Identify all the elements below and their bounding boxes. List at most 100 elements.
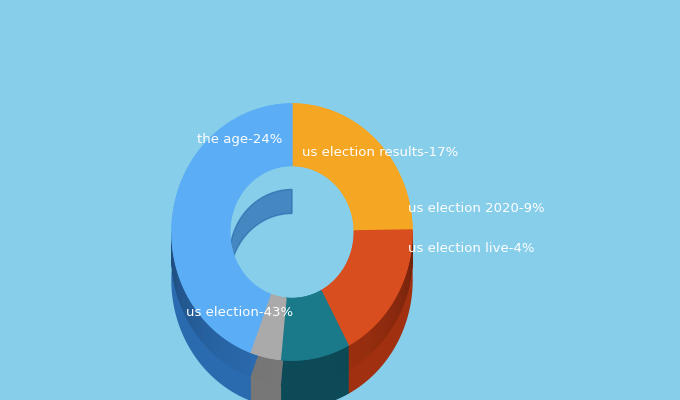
Polygon shape xyxy=(232,343,233,368)
Text: us election 2020-9%: us election 2020-9% xyxy=(408,202,545,214)
Polygon shape xyxy=(321,256,412,369)
Text: the age-24%: the age-24% xyxy=(197,134,283,146)
Polygon shape xyxy=(351,343,352,368)
Polygon shape xyxy=(300,360,301,384)
Polygon shape xyxy=(280,291,348,360)
Polygon shape xyxy=(280,359,282,384)
Polygon shape xyxy=(312,358,313,382)
Polygon shape xyxy=(383,314,384,340)
Polygon shape xyxy=(280,315,348,384)
Polygon shape xyxy=(195,308,196,333)
Polygon shape xyxy=(377,321,378,346)
Polygon shape xyxy=(226,338,227,364)
Polygon shape xyxy=(291,360,292,384)
Polygon shape xyxy=(335,351,336,376)
Polygon shape xyxy=(301,360,302,384)
Polygon shape xyxy=(172,104,292,352)
Polygon shape xyxy=(354,341,355,366)
Polygon shape xyxy=(332,352,333,377)
Polygon shape xyxy=(398,290,399,315)
Polygon shape xyxy=(360,336,362,361)
Polygon shape xyxy=(310,358,311,382)
Polygon shape xyxy=(399,288,400,314)
Polygon shape xyxy=(282,360,283,384)
Polygon shape xyxy=(181,280,182,306)
Polygon shape xyxy=(319,356,320,381)
Polygon shape xyxy=(308,359,309,383)
Polygon shape xyxy=(243,349,245,374)
Polygon shape xyxy=(286,315,321,346)
Polygon shape xyxy=(324,355,325,379)
Polygon shape xyxy=(356,339,358,364)
Polygon shape xyxy=(379,318,381,344)
Polygon shape xyxy=(364,333,366,358)
Polygon shape xyxy=(333,352,335,376)
Polygon shape xyxy=(196,309,197,334)
Polygon shape xyxy=(240,347,241,372)
Polygon shape xyxy=(329,353,330,378)
Polygon shape xyxy=(343,347,344,372)
Polygon shape xyxy=(341,348,343,372)
Polygon shape xyxy=(321,255,354,339)
Polygon shape xyxy=(390,305,391,330)
Polygon shape xyxy=(211,326,212,352)
Polygon shape xyxy=(309,358,310,383)
Polygon shape xyxy=(386,310,387,336)
Polygon shape xyxy=(280,369,348,400)
Polygon shape xyxy=(366,332,367,357)
Polygon shape xyxy=(331,353,332,377)
Polygon shape xyxy=(396,294,397,320)
Polygon shape xyxy=(340,349,341,373)
Polygon shape xyxy=(347,345,348,370)
Polygon shape xyxy=(369,330,370,354)
Polygon shape xyxy=(233,344,235,369)
Polygon shape xyxy=(218,333,220,358)
Polygon shape xyxy=(189,298,190,323)
Polygon shape xyxy=(201,315,202,341)
Polygon shape xyxy=(190,299,191,325)
Polygon shape xyxy=(235,345,237,370)
Polygon shape xyxy=(187,294,188,320)
Polygon shape xyxy=(358,338,359,363)
Polygon shape xyxy=(372,326,373,351)
Polygon shape xyxy=(280,291,348,360)
Polygon shape xyxy=(231,342,232,367)
Polygon shape xyxy=(337,350,339,374)
Polygon shape xyxy=(222,336,224,362)
Polygon shape xyxy=(375,324,376,349)
Polygon shape xyxy=(184,289,186,315)
Polygon shape xyxy=(290,360,291,384)
Polygon shape xyxy=(241,348,243,373)
Polygon shape xyxy=(203,318,205,344)
Polygon shape xyxy=(326,354,327,379)
Polygon shape xyxy=(378,320,379,345)
Polygon shape xyxy=(206,321,207,346)
Polygon shape xyxy=(306,359,307,383)
Polygon shape xyxy=(315,358,316,382)
Polygon shape xyxy=(371,327,372,352)
Polygon shape xyxy=(297,360,298,384)
Text: us election-43%: us election-43% xyxy=(186,306,294,318)
Polygon shape xyxy=(199,312,200,338)
Polygon shape xyxy=(348,344,350,369)
Polygon shape xyxy=(299,360,300,384)
Polygon shape xyxy=(286,360,288,384)
Polygon shape xyxy=(325,355,326,379)
Polygon shape xyxy=(298,360,299,384)
Polygon shape xyxy=(288,360,289,384)
Polygon shape xyxy=(362,335,363,360)
Polygon shape xyxy=(217,332,218,357)
Polygon shape xyxy=(292,104,412,231)
Polygon shape xyxy=(389,306,390,332)
Polygon shape xyxy=(355,340,356,365)
Polygon shape xyxy=(344,347,345,371)
Polygon shape xyxy=(285,360,286,384)
Text: us election live-4%: us election live-4% xyxy=(408,242,534,254)
Polygon shape xyxy=(270,318,286,346)
Polygon shape xyxy=(363,334,364,359)
Polygon shape xyxy=(307,359,308,383)
Polygon shape xyxy=(193,304,194,330)
Polygon shape xyxy=(346,346,347,370)
Polygon shape xyxy=(186,292,187,318)
Polygon shape xyxy=(250,318,286,383)
